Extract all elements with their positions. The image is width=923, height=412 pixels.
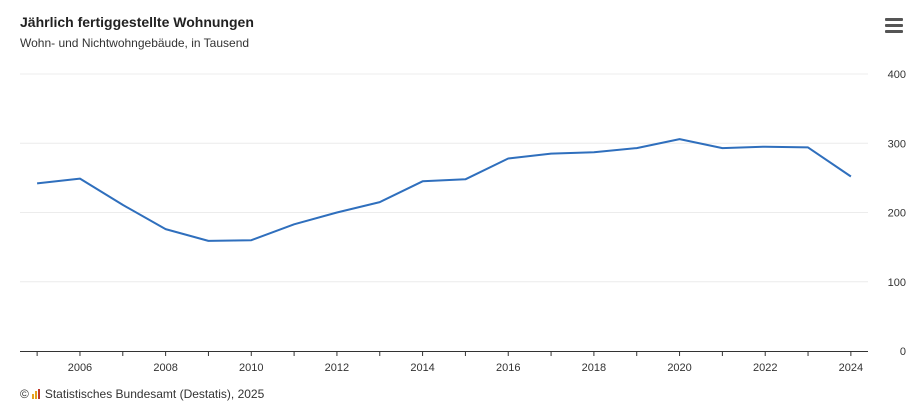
menu-bar (885, 18, 903, 21)
data-point (77, 176, 82, 181)
series-group (35, 137, 853, 243)
y-tick-label: 100 (888, 277, 906, 289)
y-tick-label: 400 (888, 69, 906, 81)
data-point (806, 145, 811, 150)
menu-bar (885, 30, 903, 33)
data-point (591, 150, 596, 155)
menu-bar (885, 24, 903, 27)
data-point (249, 238, 254, 243)
x-axis: 2006 2008 2010 2012 2014 2016 2018 2020 2022 2024 (20, 351, 868, 374)
data-point (720, 146, 725, 151)
data-point (506, 156, 511, 161)
x-tick-label: 2008 (153, 362, 177, 374)
x-tick-label: 2012 (325, 362, 349, 374)
hamburger-menu-icon[interactable] (885, 18, 903, 34)
data-point (206, 238, 211, 243)
y-tick-label: 200 (888, 208, 906, 220)
y-tick-label: 300 (888, 138, 906, 150)
data-point (420, 179, 425, 184)
data-point (677, 137, 682, 142)
data-point (848, 174, 853, 179)
data-point (634, 146, 639, 151)
x-tick-label: 2024 (839, 362, 863, 374)
data-point (463, 177, 468, 182)
gridlines (20, 73, 868, 283)
data-point (549, 151, 554, 156)
x-tick-label: 2018 (582, 362, 606, 374)
data-point (377, 200, 382, 205)
y-axis-tick-labels: 0 100 200 300 400 (888, 69, 906, 358)
destatis-logo-icon (31, 389, 41, 399)
x-tick-label: 2010 (239, 362, 263, 374)
copyright-symbol: © (20, 387, 29, 401)
data-point (334, 210, 339, 215)
y-tick-label: 0 (900, 346, 906, 358)
x-tick-label: 2020 (667, 362, 691, 374)
series-line (36, 138, 852, 242)
data-point (35, 181, 40, 186)
data-point (163, 227, 168, 232)
x-tick-label: 2022 (753, 362, 777, 374)
x-tick-label: 2006 (68, 362, 92, 374)
source-footer: © Statistisches Bundesamt (Destatis), 20… (20, 387, 264, 401)
x-tick-label: 2014 (410, 362, 434, 374)
data-point (763, 144, 768, 149)
chart-title: Jährlich fertiggestellte Wohnungen (20, 14, 254, 30)
x-tick-label: 2016 (496, 362, 520, 374)
data-point (120, 202, 125, 207)
data-point (292, 222, 297, 227)
source-text: Statistisches Bundesamt (Destatis), 2025 (44, 387, 265, 401)
chart-subtitle: Wohn- und Nichtwohngebäude, in Tausend (20, 36, 250, 50)
